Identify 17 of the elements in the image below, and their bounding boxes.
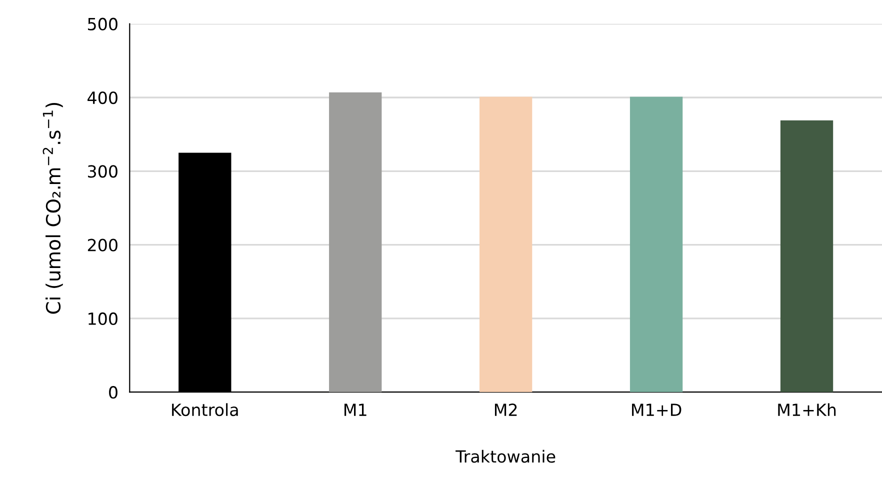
y-tick-label: 400 [88, 91, 118, 104]
y-tick-label: 0 [109, 386, 118, 399]
y-tick-label: 500 [88, 18, 118, 30]
x-tick-label: Kontrola [172, 403, 238, 416]
y-axis-title: Ci (umol CO₂.m$^{−2}$.s$^{−1}$) [42, 102, 63, 314]
bar [479, 96, 532, 392]
y-tick-label: 200 [88, 238, 118, 252]
x-axis-title: Traktowanie [456, 450, 556, 463]
bar [780, 120, 834, 392]
x-tick-label: M1+D [632, 404, 682, 416]
y-tick-label: 300 [88, 165, 118, 178]
x-tick-label: M1 [344, 404, 366, 416]
x-tick-label: M1+Kh [778, 403, 836, 416]
bar [329, 92, 382, 392]
x-tick-label: M2 [494, 404, 517, 416]
y-tick-label: 100 [88, 312, 118, 326]
bar [630, 96, 683, 392]
